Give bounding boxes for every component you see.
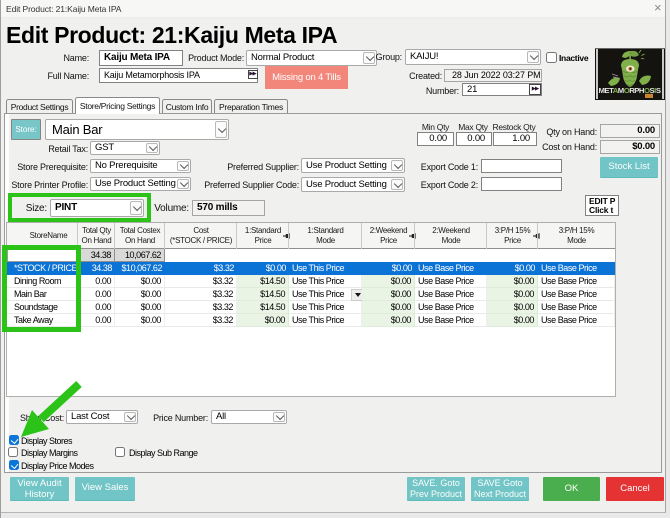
svg-text:METAMORPHOSIS: METAMORPHOSIS bbox=[599, 86, 661, 95]
